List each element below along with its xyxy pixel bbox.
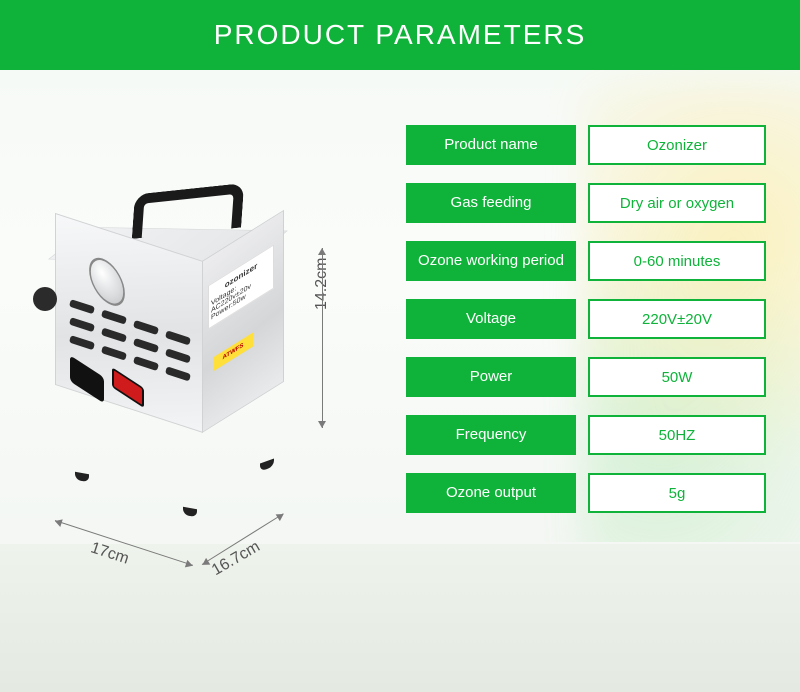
dimension-height-line (295, 248, 323, 428)
device-foot (183, 507, 197, 517)
param-value: 50HZ (588, 415, 766, 455)
param-label: Voltage (406, 299, 576, 339)
table-row: Product name Ozonizer (406, 125, 766, 165)
param-label: Gas feeding (406, 183, 576, 223)
content-area: ozonizer Voltage: AC220v±20v Power:50w A… (0, 70, 800, 692)
table-row: Ozone output 5g (406, 473, 766, 513)
table-row: Gas feeding Dry air or oxygen (406, 183, 766, 223)
table-row: Frequency 50HZ (406, 415, 766, 455)
device-foot (75, 472, 89, 482)
device-foot (260, 458, 274, 471)
param-label: Ozone output (406, 473, 576, 513)
param-value: Ozonizer (588, 125, 766, 165)
param-label: Ozone working period (406, 241, 576, 281)
timer-dial (89, 249, 125, 314)
device-box: ozonizer Voltage: AC220v±20v Power:50w A… (55, 225, 285, 435)
side-knob (33, 287, 57, 311)
header-bar: PRODUCT PARAMETERS (0, 0, 800, 70)
table-row: Ozone working period 0-60 minutes (406, 241, 766, 281)
product-illustration: ozonizer Voltage: AC220v±20v Power:50w A… (55, 225, 285, 435)
parameters-table: Product name Ozonizer Gas feeding Dry ai… (406, 125, 766, 531)
param-value: 220V±20V (588, 299, 766, 339)
param-value: 0-60 minutes (588, 241, 766, 281)
param-value: 5g (588, 473, 766, 513)
table-row: Voltage 220V±20V (406, 299, 766, 339)
param-label: Frequency (406, 415, 576, 455)
param-value: 50W (588, 357, 766, 397)
page-title: PRODUCT PARAMETERS (214, 19, 587, 51)
param-label: Product name (406, 125, 576, 165)
table-row: Power 50W (406, 357, 766, 397)
param-value: Dry air or oxygen (588, 183, 766, 223)
param-label: Power (406, 357, 576, 397)
